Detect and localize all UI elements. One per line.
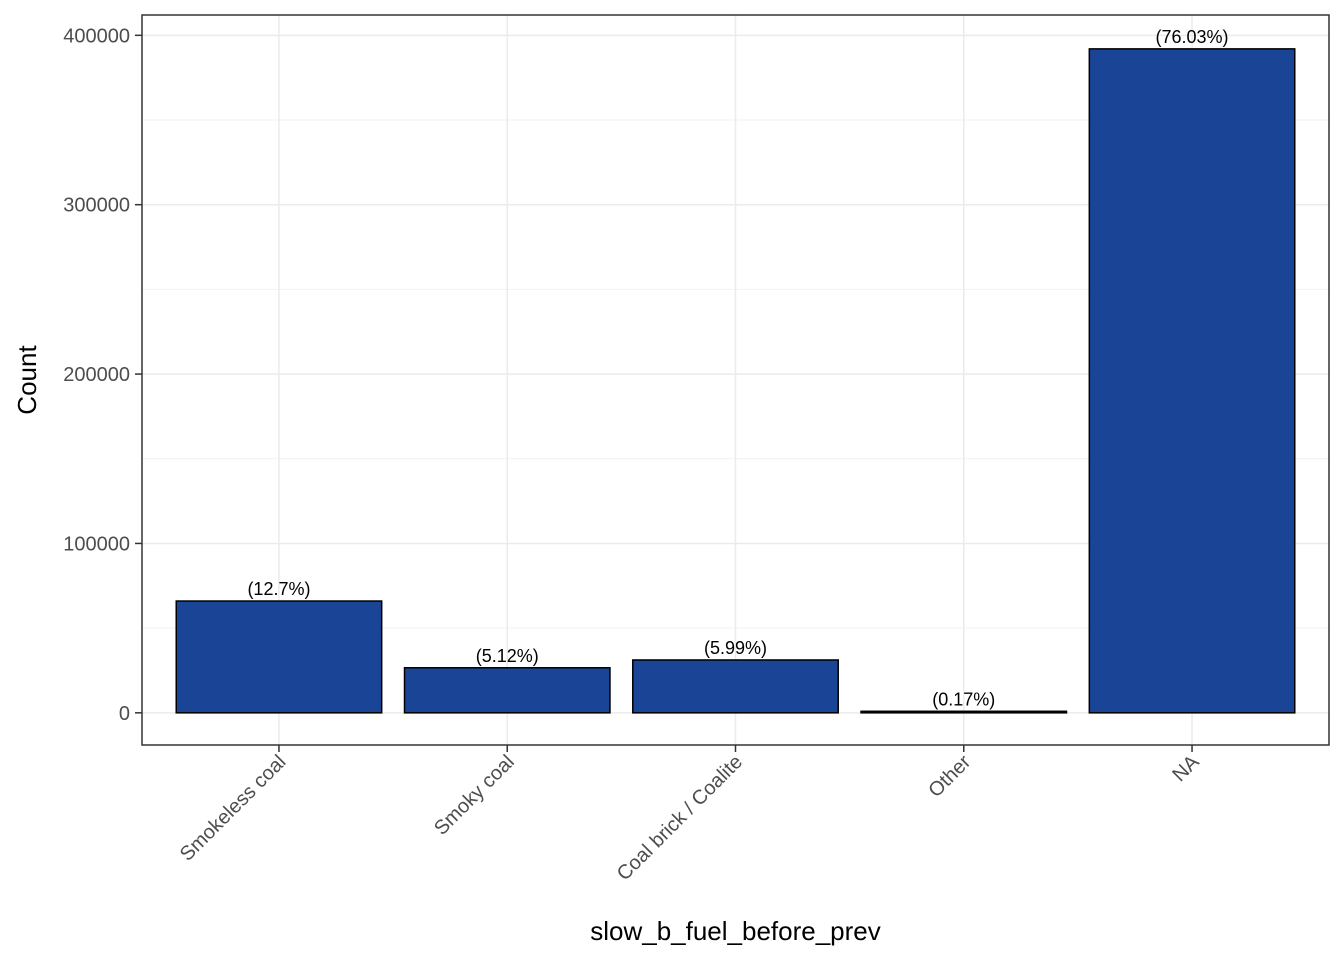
- bar: [632, 659, 839, 714]
- x-axis-title: slow_b_fuel_before_prev: [590, 916, 881, 946]
- y-axis-title: Count: [12, 345, 42, 415]
- y-axis: 0 100000 200000 300000 400000: [63, 25, 142, 725]
- bar: [175, 600, 383, 714]
- data-label: (5.99%): [704, 638, 767, 658]
- y-tick-label: 100000: [63, 533, 130, 555]
- y-tick-label: 200000: [63, 364, 130, 386]
- data-label: (12.7%): [247, 579, 310, 599]
- y-tick-label: 0: [119, 703, 130, 725]
- x-tick-label: NA: [1168, 751, 1204, 787]
- bar: [1088, 48, 1296, 714]
- data-labels: (12.7%) (5.12%) (5.99%) (0.17%) (76.03%): [247, 27, 1228, 709]
- bar: [860, 710, 1068, 714]
- x-tick-label: Smoky coal: [430, 751, 519, 840]
- y-tick-label: 300000: [63, 195, 130, 217]
- bars: [175, 48, 1296, 714]
- x-tick-label: Other: [924, 751, 975, 802]
- x-tick-label: Smokeless coal: [176, 751, 291, 866]
- y-tick-label: 400000: [63, 25, 130, 47]
- bar: [403, 667, 611, 714]
- data-label: (0.17%): [932, 689, 995, 709]
- data-label: (76.03%): [1156, 27, 1229, 47]
- x-axis: Smokeless coal Smoky coal Coal brick / Coa…: [176, 745, 1204, 885]
- x-tick-label: Coal brick / Coalite: [613, 751, 747, 885]
- data-label: (5.12%): [476, 646, 539, 666]
